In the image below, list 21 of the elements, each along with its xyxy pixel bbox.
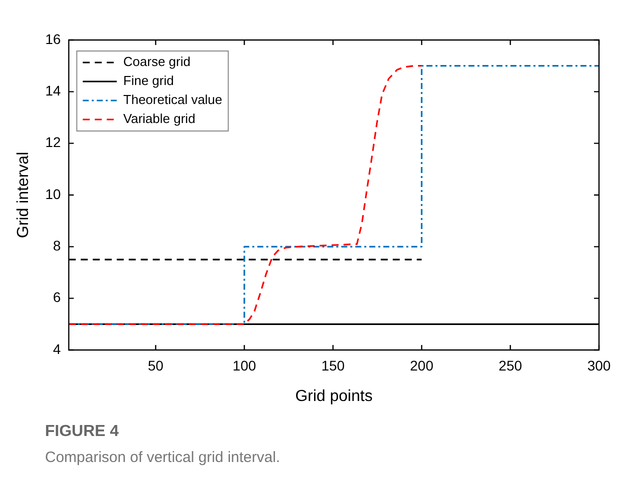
x-axis-title: Grid points xyxy=(295,388,373,405)
y-axis-title: Grid interval xyxy=(15,152,32,238)
text: Comparison of vertical grid interval. xyxy=(45,449,280,466)
x-tick-label: 50 xyxy=(148,357,164,374)
legend-label: Variable grid xyxy=(123,111,196,126)
y-tick-label: 12 xyxy=(45,134,61,150)
x-tick-label: 200 xyxy=(410,357,434,374)
y-tick-label: 6 xyxy=(52,289,61,306)
legend-label: Coarse grid xyxy=(123,54,190,70)
y-tick-label: 16 xyxy=(45,30,61,47)
x-tick-label: 250 xyxy=(498,357,522,374)
y-tick-label: 8 xyxy=(52,238,61,254)
y-tick-label: 4 xyxy=(52,340,61,357)
x-tick-label: 300 xyxy=(587,357,611,374)
legend-label: Fine grid xyxy=(123,73,174,88)
y-tick-label: 10 xyxy=(45,186,61,202)
legend-label: Theoretical value xyxy=(123,92,222,108)
x-tick-label: 150 xyxy=(321,357,345,374)
y-tick-label: 14 xyxy=(45,82,61,99)
x-tick-label: 100 xyxy=(232,357,256,374)
caption: FIGURE 4 xyxy=(45,423,119,441)
